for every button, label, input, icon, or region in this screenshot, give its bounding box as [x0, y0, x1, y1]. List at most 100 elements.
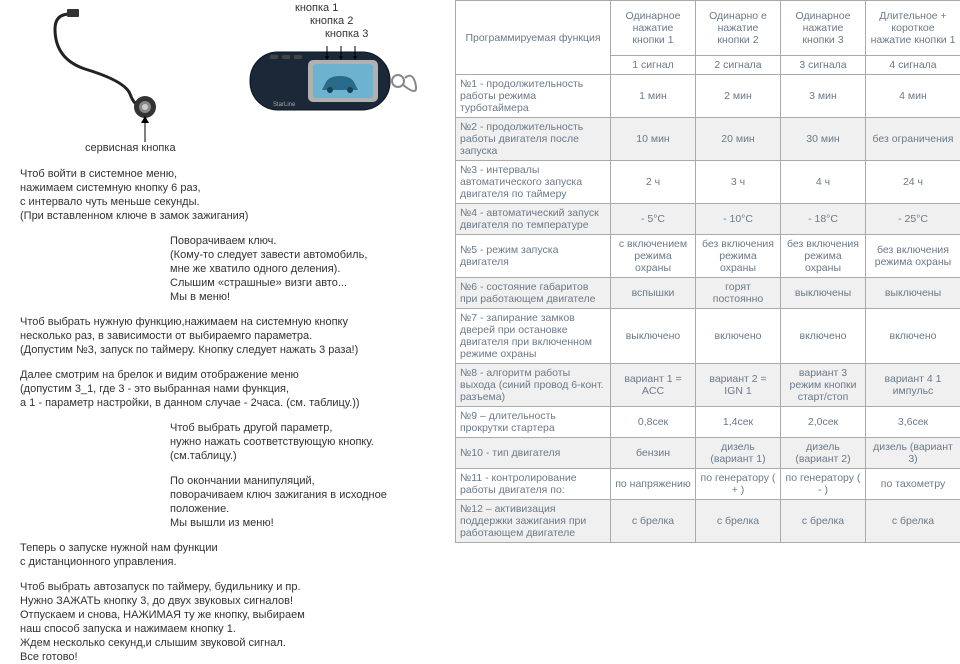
- table-row: №9 – длительность прокрутки стартера0,8с…: [456, 407, 960, 438]
- cell-value: 20 мин: [696, 118, 781, 161]
- cell-value: - 5°C: [611, 204, 696, 235]
- cell-value: - 25°C: [866, 204, 960, 235]
- cell-value: 24 ч: [866, 161, 960, 204]
- instr-p1: Чтоб войти в системное меню,нажимаем сис…: [20, 167, 445, 223]
- instr-p8: Чтоб выбрать автозапуск по таймеру, буди…: [20, 580, 445, 664]
- left-panel: кнопка 1 кнопка 2 кнопка 3 сервисная кно…: [0, 0, 455, 643]
- instr-p5: Чтоб выбрать другой параметр,нужно нажат…: [170, 421, 445, 463]
- cell-value: 4 мин: [866, 75, 960, 118]
- table-row: №5 - режим запуска двигателяс включением…: [456, 235, 960, 278]
- cell-value: горят постоянно: [696, 278, 781, 309]
- instr-p3: Чтоб выбрать нужную функцию,нажимаем на …: [20, 315, 445, 357]
- cell-value: по генератору ( - ): [781, 469, 866, 500]
- table-header-row: Программируемая функция Одинарное нажати…: [456, 1, 960, 56]
- th-s3: 3 сигнала: [781, 56, 866, 75]
- cell-value: бензин: [611, 438, 696, 469]
- cell-value: 2 ч: [611, 161, 696, 204]
- cell-value: дизель (вариант 2): [781, 438, 866, 469]
- cell-value: по генератору ( + ): [696, 469, 781, 500]
- cell-value: 30 мин: [781, 118, 866, 161]
- th-s2: 2 сигнала: [696, 56, 781, 75]
- instr-p7: Теперь о запуске нужной нам функциис дис…: [20, 541, 445, 569]
- th-s4: 4 сигнала: [866, 56, 960, 75]
- cell-value: 4 ч: [781, 161, 866, 204]
- cell-func: №3 - интервалы автоматического запуска д…: [456, 161, 611, 204]
- th-c3: Одинарное нажатие кнопки 3: [781, 1, 866, 56]
- cell-func: №10 - тип двигателя: [456, 438, 611, 469]
- table-row: №4 - автоматический запуск двигателя по …: [456, 204, 960, 235]
- table-row: №12 – активизация поддержки зажигания пр…: [456, 500, 960, 543]
- cell-value: 1,4сек: [696, 407, 781, 438]
- cell-func: №12 – активизация поддержки зажигания пр…: [456, 500, 611, 543]
- cell-value: 3 ч: [696, 161, 781, 204]
- instr-p2: Поворачиваем ключ.(Кому-то следует завес…: [170, 234, 445, 304]
- cell-func: №8 - алгоритм работы выхода (синий прово…: [456, 364, 611, 407]
- cell-func: №11 - контролирование работы двигателя п…: [456, 469, 611, 500]
- th-c4: Длительное + короткое нажатие кнопки 1: [866, 1, 960, 56]
- cell-value: вариант 3 режим кнопки старт/стоп: [781, 364, 866, 407]
- cell-value: включено: [866, 309, 960, 364]
- cell-value: включено: [696, 309, 781, 364]
- table-row: №1 - продолжительность работы режима тур…: [456, 75, 960, 118]
- cell-func: №7 - запирание замков дверей при останов…: [456, 309, 611, 364]
- cell-value: выключены: [866, 278, 960, 309]
- cell-value: с брелка: [611, 500, 696, 543]
- table-body: №1 - продолжительность работы режима тур…: [456, 75, 960, 543]
- table-row: №3 - интервалы автоматического запуска д…: [456, 161, 960, 204]
- cell-value: выключено: [611, 309, 696, 364]
- cell-value: вариант 4 1 импульс: [866, 364, 960, 407]
- cell-value: дизель (вариант 3): [866, 438, 960, 469]
- diagram: сервисная кнопка StarLine: [20, 4, 445, 159]
- cell-func: №6 - состояние габаритов при работающем …: [456, 278, 611, 309]
- table-row: №10 - тип двигателябензиндизель (вариант…: [456, 438, 960, 469]
- cell-value: с брелка: [781, 500, 866, 543]
- cable-icon: [45, 9, 195, 129]
- svg-text:StarLine: StarLine: [273, 102, 296, 108]
- cell-value: 10 мин: [611, 118, 696, 161]
- table-row: №8 - алгоритм работы выхода (синий прово…: [456, 364, 960, 407]
- th-c1: Одинарное нажатие кнопки 1: [611, 1, 696, 56]
- cell-func: №9 – длительность прокрутки стартера: [456, 407, 611, 438]
- cell-value: - 10°C: [696, 204, 781, 235]
- cell-value: 2 мин: [696, 75, 781, 118]
- cell-value: вариант 2 = IGN 1: [696, 364, 781, 407]
- th-s1: 1 сигнал: [611, 56, 696, 75]
- settings-table: Программируемая функция Одинарное нажати…: [455, 0, 960, 543]
- instructions: Чтоб войти в системное меню,нажимаем сис…: [20, 167, 445, 664]
- table-row: №6 - состояние габаритов при работающем …: [456, 278, 960, 309]
- service-arrow-icon: [138, 116, 152, 142]
- cell-value: без включения режима охраны: [781, 235, 866, 278]
- cell-value: вспышки: [611, 278, 696, 309]
- cell-value: по тахометру: [866, 469, 960, 500]
- table-row: №11 - контролирование работы двигателя п…: [456, 469, 960, 500]
- right-panel: Программируемая функция Одинарное нажати…: [455, 0, 960, 643]
- cell-value: с брелка: [866, 500, 960, 543]
- cell-value: включено: [781, 309, 866, 364]
- cell-value: без включения режима охраны: [866, 235, 960, 278]
- cell-value: с брелка: [696, 500, 781, 543]
- table-row: №7 - запирание замков дверей при останов…: [456, 309, 960, 364]
- cell-value: без ограничения: [866, 118, 960, 161]
- cell-value: с включением режима охраны: [611, 235, 696, 278]
- cell-value: 3,6сек: [866, 407, 960, 438]
- cell-func: №4 - автоматический запуск двигателя по …: [456, 204, 611, 235]
- cell-value: дизель (вариант 1): [696, 438, 781, 469]
- th-func: Программируемая функция: [456, 1, 611, 75]
- cell-value: 2,0сек: [781, 407, 866, 438]
- label-service: сервисная кнопка: [85, 142, 176, 154]
- table-row: №2 - продолжительность работы двигателя …: [456, 118, 960, 161]
- instr-p4: Далее смотрим на брелок и видим отображе…: [20, 368, 445, 410]
- cell-value: 3 мин: [781, 75, 866, 118]
- cell-func: №2 - продолжительность работы двигателя …: [456, 118, 611, 161]
- th-c2: Одинарно е нажатие кнопки 2: [696, 1, 781, 56]
- button-arrows-icon: [325, 46, 385, 66]
- cell-value: 0,8сек: [611, 407, 696, 438]
- cell-func: №5 - режим запуска двигателя: [456, 235, 611, 278]
- cell-value: по напряжению: [611, 469, 696, 500]
- cell-value: выключены: [781, 278, 866, 309]
- cell-value: - 18°C: [781, 204, 866, 235]
- cell-value: без включения режима охраны: [696, 235, 781, 278]
- cell-func: №1 - продолжительность работы режима тур…: [456, 75, 611, 118]
- cell-value: вариант 1 = ACC: [611, 364, 696, 407]
- instr-p6: По окончании манипуляций,поворачиваем кл…: [170, 474, 445, 530]
